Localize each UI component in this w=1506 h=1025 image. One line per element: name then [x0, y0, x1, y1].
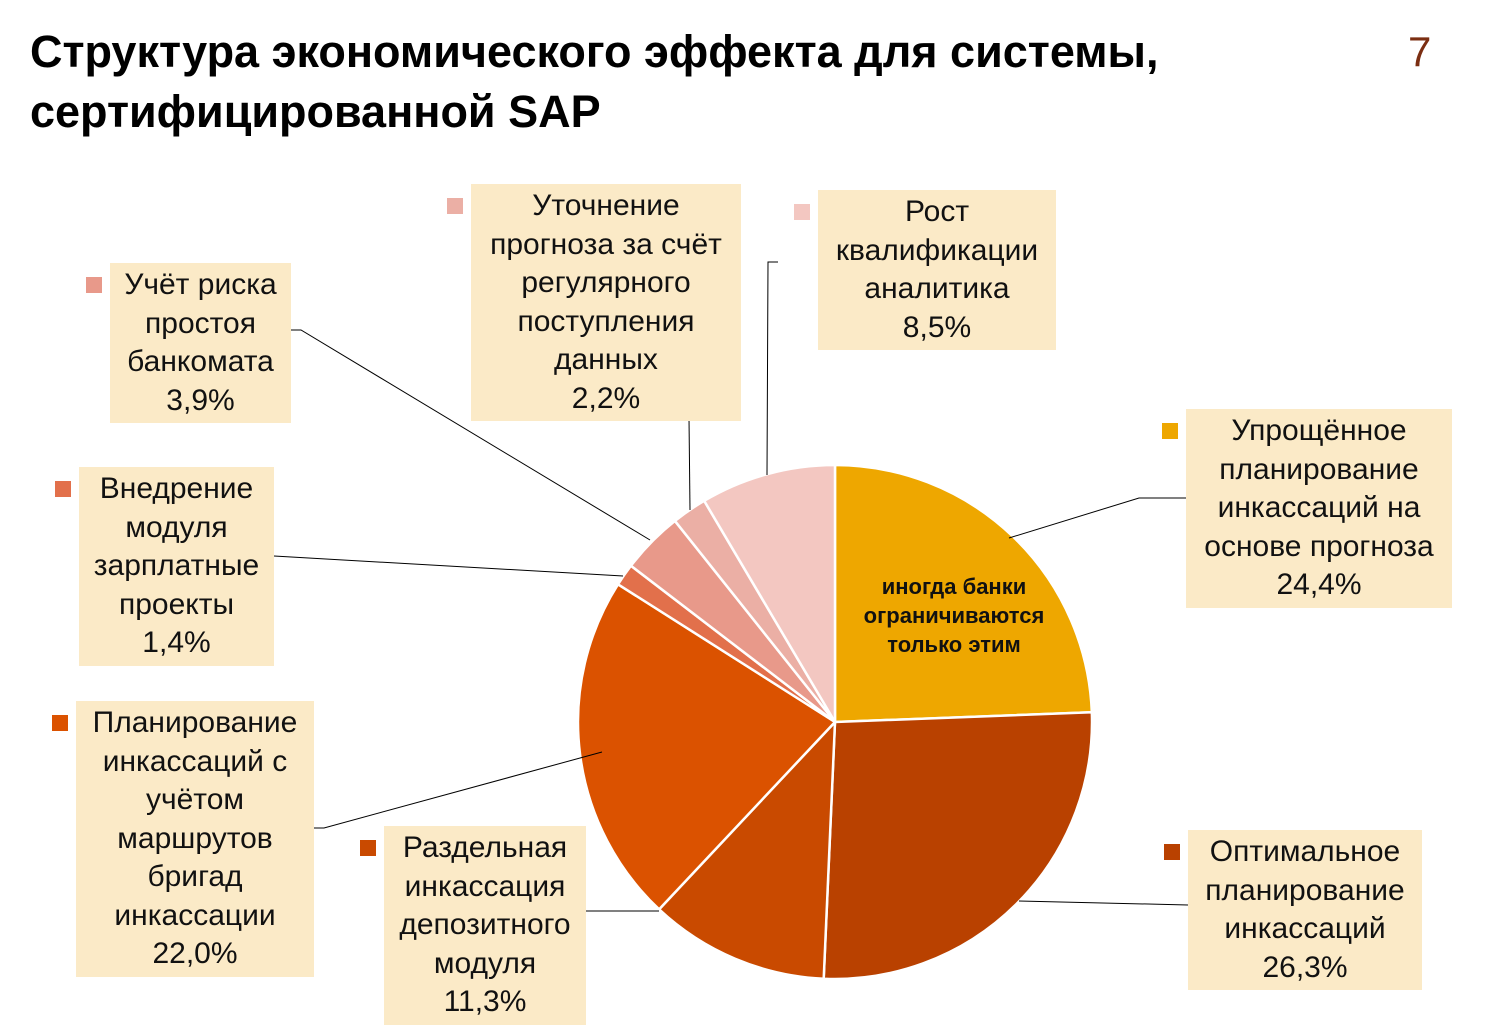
label-8-name-line-2: квалификации	[835, 233, 1039, 267]
page-number: 7	[1408, 28, 1432, 75]
label-6-value: 3,9%	[166, 383, 235, 417]
pie-slice-2	[822, 711, 1094, 981]
label-7-value: 2,2%	[571, 381, 641, 415]
label-5-value: 1,4%	[142, 626, 211, 659]
label-7-name-line-1: Уточнение	[532, 189, 680, 222]
label-5-name-line-1: Внедрение	[99, 472, 254, 505]
inner-note: иногда банки ограничиваются только этим	[845, 572, 1063, 659]
legend-key-6	[86, 277, 102, 293]
legend-key-2	[1164, 844, 1180, 860]
label-6-name-line-2: простоя	[145, 306, 256, 340]
label-2-value: 26,3%	[1262, 950, 1348, 984]
pie-slice-3	[657, 720, 837, 980]
data-label-7: Уточнение прогноза за счёт регулярного пост…	[471, 184, 741, 421]
data-label-8: Рост квалификации аналитика 8,5%	[818, 190, 1056, 350]
label-4-name-line-1: Планирование	[92, 706, 298, 739]
legend-key-5	[55, 481, 71, 497]
label-3-name-line-2: инкассация	[404, 869, 566, 903]
label-7-name-line-2: прогноза за счёт	[490, 227, 722, 261]
label-1-name-line-1: Упрощённое	[1231, 414, 1407, 447]
data-label-6: Учёт риска простоя банкомата 3,9%	[110, 263, 291, 423]
label-2-name-line-1: Оптимальное	[1209, 835, 1401, 868]
slide-title-line-2: сертифицированной SAP	[30, 86, 601, 137]
label-7-name-line-4: поступления	[517, 304, 695, 338]
leader-line-1	[1008, 497, 1186, 539]
legend-key-1	[1162, 423, 1178, 439]
data-label-3: Раздельная инкассация депозитного модуля 11,…	[384, 826, 586, 1025]
label-4-name-line-5: бригад	[147, 860, 243, 893]
label-7-name-line-5: данных	[554, 343, 658, 376]
leader-line-8	[766, 261, 778, 476]
label-5-name-line-3: зарплатные	[93, 549, 260, 582]
pie-slice-4	[576, 583, 837, 911]
leader-line-7	[688, 417, 691, 511]
label-8-name-line-3: аналитика	[864, 272, 1010, 305]
label-2-name-line-2: планирование	[1205, 873, 1405, 907]
legend-key-3	[360, 840, 376, 856]
slide-title-line-1: Структура экономического эффекта для сис…	[30, 26, 1159, 77]
legend-key-7	[447, 198, 463, 214]
inner-note-line-1: иногда банки	[881, 574, 1027, 599]
label-1-name-line-3: инкассаций на	[1217, 491, 1421, 524]
label-4-name-line-4: маршрутов	[117, 821, 273, 855]
data-label-4: Планирование инкассаций с учётом маршрутов б…	[76, 701, 314, 977]
legend-key-8	[794, 204, 810, 220]
label-4-name-line-3: учётом	[145, 783, 245, 816]
label-3-value: 11,3%	[443, 985, 527, 1018]
label-8-name-line-1: Рост	[904, 195, 970, 228]
label-8-value: 8,5%	[902, 310, 972, 344]
slide-title: Структура экономического эффекта для сис…	[30, 22, 1330, 142]
data-label-5: Внедрение модуля зарплатные проекты 1,4%	[79, 467, 274, 666]
label-6-name-line-3: банкомата	[127, 345, 274, 378]
label-3-name-line-1: Раздельная	[402, 831, 568, 864]
label-4-value: 22,0%	[152, 937, 238, 970]
label-1-name-line-2: планирование	[1219, 452, 1419, 486]
label-2-name-line-3: инкассаций	[1224, 912, 1386, 945]
leader-line-4	[314, 751, 603, 829]
label-5-name-line-2: модуля	[125, 510, 228, 544]
leader-line-2	[1018, 900, 1189, 906]
data-label-1: Упрощённое планирование инкассаций на основ…	[1186, 409, 1452, 608]
label-4-name-line-2: инкассаций с	[102, 744, 288, 778]
label-4-name-line-6: инкассации	[114, 898, 276, 932]
leader-line-6	[291, 329, 651, 541]
label-6-name-line-1: Учёт риска	[124, 268, 277, 301]
inner-note-line-3: только этим	[887, 632, 1021, 657]
label-1-value: 24,4%	[1276, 568, 1362, 601]
label-3-name-line-3: депозитного	[399, 908, 571, 941]
label-1-name-line-4: основе прогноза	[1204, 529, 1434, 563]
inner-note-line-2: ограничиваются	[863, 603, 1045, 628]
label-5-name-line-4: проекты	[118, 587, 235, 621]
leader-line-5	[273, 555, 624, 577]
legend-key-4	[52, 715, 68, 731]
label-7-name-line-3: регулярного	[521, 266, 691, 299]
label-3-name-line-4: модуля	[433, 946, 537, 980]
data-label-2: Оптимальное планирование инкассаций 26,3%	[1188, 830, 1422, 990]
